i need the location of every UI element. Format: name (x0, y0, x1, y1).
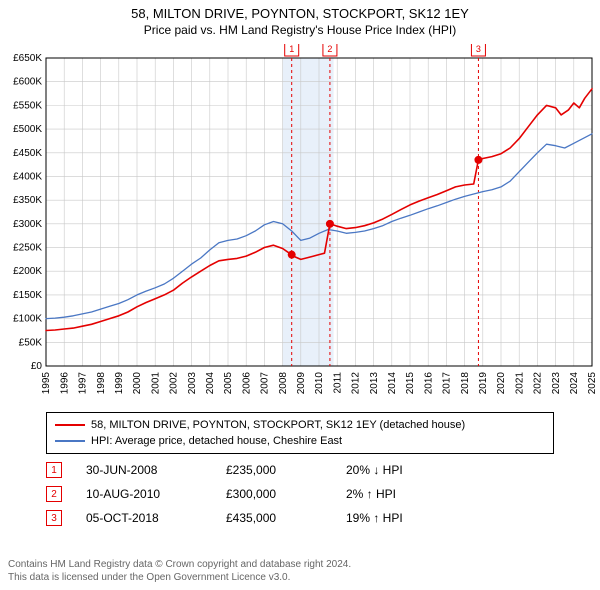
svg-text:£400K: £400K (13, 171, 42, 182)
svg-text:2012: 2012 (351, 372, 362, 395)
legend: 58, MILTON DRIVE, POYNTON, STOCKPORT, SK… (46, 412, 554, 454)
sale-price: £235,000 (226, 463, 346, 477)
legend-row-hpi: HPI: Average price, detached house, Ches… (55, 433, 545, 449)
chart-subtitle: Price paid vs. HM Land Registry's House … (0, 23, 600, 37)
svg-text:2016: 2016 (423, 372, 434, 395)
svg-text:2021: 2021 (514, 372, 525, 395)
svg-text:2025: 2025 (587, 372, 598, 395)
svg-text:2001: 2001 (150, 372, 161, 395)
svg-text:2013: 2013 (369, 372, 380, 395)
line-chart-svg: £0 £50K £100K £150K £200K £250K £300K £350K £400… (0, 44, 600, 404)
svg-text:2002: 2002 (169, 372, 180, 395)
table-row: 3 05-OCT-2018 £435,000 19% ↑ HPI (46, 506, 554, 530)
svg-text:1995: 1995 (41, 372, 52, 395)
sale-marker-1: 1 (46, 462, 62, 478)
footer-attribution: Contains HM Land Registry data © Crown c… (8, 558, 351, 584)
svg-text:1998: 1998 (96, 372, 107, 395)
svg-text:£200K: £200K (13, 266, 42, 277)
sale-pct: 20% ↓ HPI (346, 463, 506, 477)
svg-text:1999: 1999 (114, 372, 125, 395)
sale-date: 10-AUG-2010 (86, 487, 226, 501)
chart-title: 58, MILTON DRIVE, POYNTON, STOCKPORT, SK… (0, 6, 600, 21)
svg-text:£550K: £550K (13, 100, 42, 111)
svg-text:2022: 2022 (533, 372, 544, 395)
sales-table: 1 30-JUN-2008 £235,000 20% ↓ HPI 2 10-AU… (46, 458, 554, 530)
svg-text:1: 1 (289, 44, 294, 54)
sale-pct: 2% ↑ HPI (346, 487, 506, 501)
sale-marker-3: 3 (46, 510, 62, 526)
svg-text:2006: 2006 (241, 372, 252, 395)
sale-marker-2: 2 (46, 486, 62, 502)
sale-pct: 19% ↑ HPI (346, 511, 506, 525)
svg-text:2024: 2024 (569, 372, 580, 395)
legend-label-hpi: HPI: Average price, detached house, Ches… (91, 433, 342, 449)
svg-text:2: 2 (327, 44, 332, 54)
legend-swatch-hpi (55, 440, 85, 442)
svg-text:£450K: £450K (13, 148, 42, 159)
sale-price: £300,000 (226, 487, 346, 501)
svg-text:2010: 2010 (314, 372, 325, 395)
svg-text:£600K: £600K (13, 77, 42, 88)
svg-text:2009: 2009 (296, 372, 307, 395)
sale-price: £435,000 (226, 511, 346, 525)
chart-area: £0 £50K £100K £150K £200K £250K £300K £350K £400… (0, 44, 600, 404)
svg-text:£0: £0 (31, 361, 43, 372)
svg-text:£150K: £150K (13, 290, 42, 301)
svg-text:£300K: £300K (13, 219, 42, 230)
svg-text:£350K: £350K (13, 195, 42, 206)
table-row: 1 30-JUN-2008 £235,000 20% ↓ HPI (46, 458, 554, 482)
svg-text:2005: 2005 (223, 372, 234, 395)
sale-date: 05-OCT-2018 (86, 511, 226, 525)
svg-text:2004: 2004 (205, 372, 216, 395)
svg-text:2014: 2014 (387, 372, 398, 395)
svg-text:2018: 2018 (460, 372, 471, 395)
legend-row-property: 58, MILTON DRIVE, POYNTON, STOCKPORT, SK… (55, 417, 545, 433)
table-row: 2 10-AUG-2010 £300,000 2% ↑ HPI (46, 482, 554, 506)
svg-text:2017: 2017 (442, 372, 453, 395)
svg-text:2023: 2023 (551, 372, 562, 395)
svg-text:£100K: £100K (13, 314, 42, 325)
svg-text:3: 3 (476, 44, 481, 54)
svg-text:2015: 2015 (405, 372, 416, 395)
svg-text:£250K: £250K (13, 243, 42, 254)
svg-text:1997: 1997 (78, 372, 89, 395)
sale-date: 30-JUN-2008 (86, 463, 226, 477)
svg-text:£50K: £50K (19, 337, 43, 348)
svg-text:2019: 2019 (478, 372, 489, 395)
svg-text:2020: 2020 (496, 372, 507, 395)
svg-text:£650K: £650K (13, 53, 42, 64)
footer-line-2: This data is licensed under the Open Gov… (8, 571, 351, 584)
svg-text:2003: 2003 (187, 372, 198, 395)
legend-label-property: 58, MILTON DRIVE, POYNTON, STOCKPORT, SK… (91, 417, 465, 433)
svg-text:2007: 2007 (260, 372, 271, 395)
svg-text:2008: 2008 (278, 372, 289, 395)
legend-swatch-property (55, 424, 85, 426)
svg-text:2011: 2011 (332, 372, 343, 394)
svg-text:1996: 1996 (59, 372, 70, 395)
svg-text:£500K: £500K (13, 124, 42, 135)
svg-text:2000: 2000 (132, 372, 143, 395)
footer-line-1: Contains HM Land Registry data © Crown c… (8, 558, 351, 571)
